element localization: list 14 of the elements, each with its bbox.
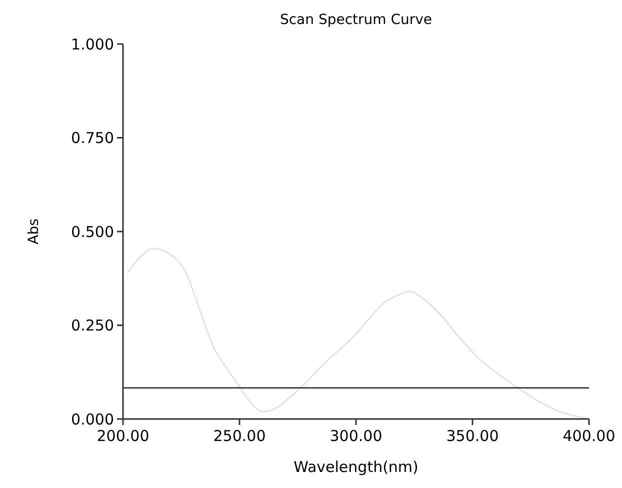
y-tick-label: 0.500	[71, 222, 114, 241]
x-axis-title: Wavelength(nm)	[294, 458, 418, 476]
y-tick-label: 0.750	[71, 129, 114, 147]
line-series	[126, 248, 590, 420]
x-tick-label: 200.00	[96, 427, 150, 445]
chart-title: Scan Spectrum Curve	[280, 12, 432, 28]
x-tick-label: 250.00	[213, 427, 266, 445]
x-tick-label: 300.00	[330, 427, 382, 445]
x-tick-label: 350.00	[446, 427, 499, 445]
x-tick-label: 400.00	[562, 427, 616, 445]
y-tick-label: 0.250	[71, 316, 114, 334]
y-tick-label: 0.000	[71, 410, 114, 428]
y-axis-title: Abs	[26, 218, 42, 244]
y-tick-label: 1.000	[71, 35, 114, 54]
